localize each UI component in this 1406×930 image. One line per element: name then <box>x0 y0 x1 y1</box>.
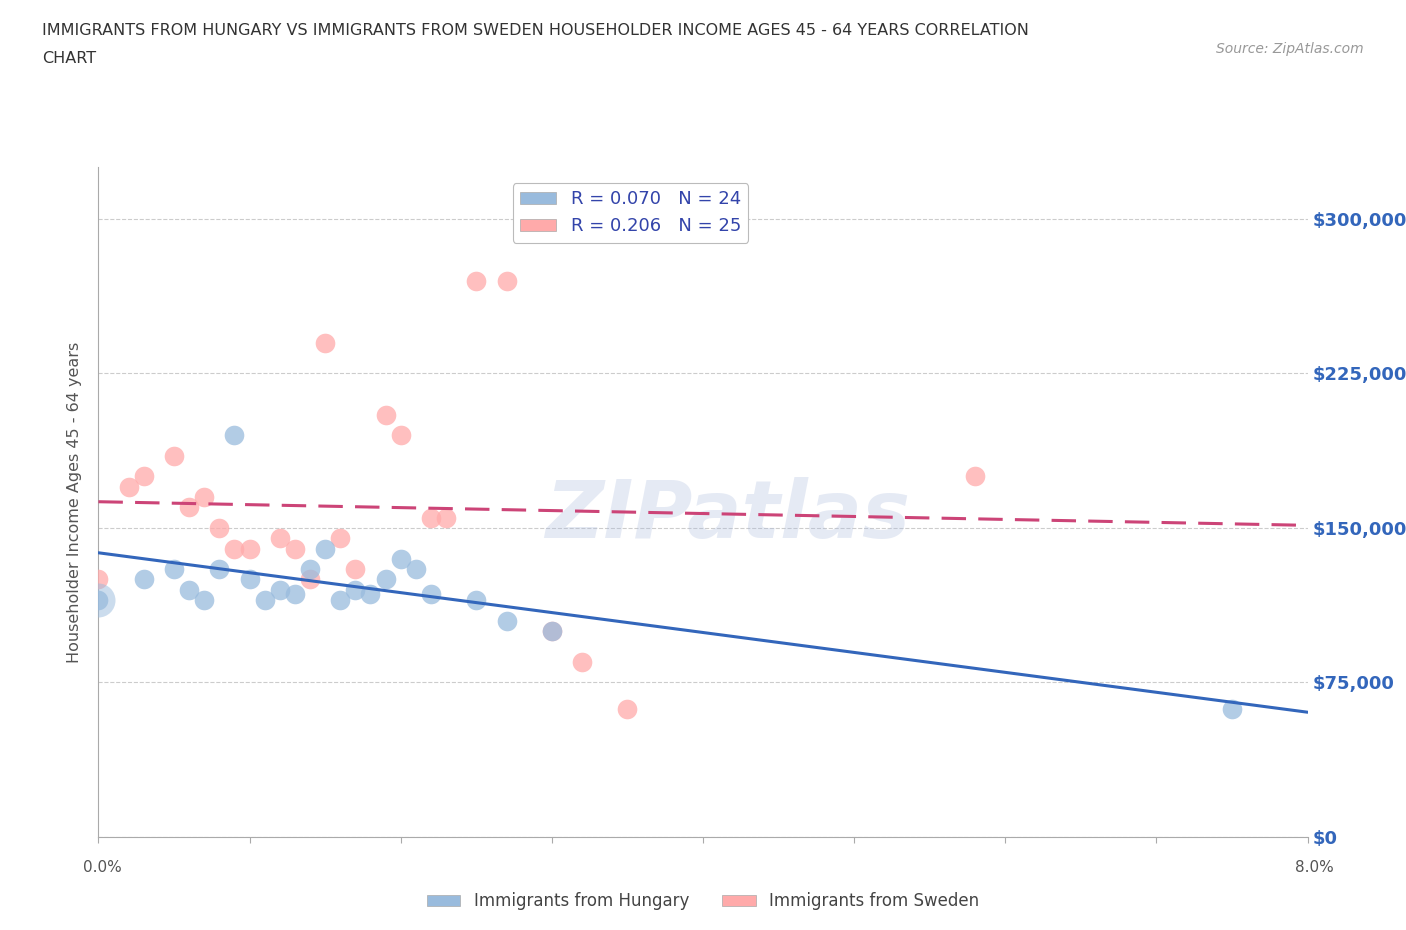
Text: Source: ZipAtlas.com: Source: ZipAtlas.com <box>1216 42 1364 56</box>
Point <box>87 592 110 607</box>
Point <box>163 562 186 577</box>
Text: 8.0%: 8.0% <box>1295 860 1334 875</box>
Text: 0.0%: 0.0% <box>83 860 122 875</box>
Point <box>269 531 291 546</box>
Point <box>420 587 443 602</box>
Point <box>87 572 110 587</box>
Text: IMMIGRANTS FROM HUNGARY VS IMMIGRANTS FROM SWEDEN HOUSEHOLDER INCOME AGES 45 - 6: IMMIGRANTS FROM HUNGARY VS IMMIGRANTS FR… <box>42 23 1029 38</box>
Legend: R = 0.070   N = 24, R = 0.206   N = 25: R = 0.070 N = 24, R = 0.206 N = 25 <box>513 183 748 243</box>
Point <box>193 592 215 607</box>
Point <box>179 500 201 515</box>
Point <box>239 541 262 556</box>
Point <box>284 587 307 602</box>
Point <box>284 541 307 556</box>
Point <box>299 562 322 577</box>
Point <box>329 531 352 546</box>
Point <box>239 572 262 587</box>
Point <box>374 572 396 587</box>
Point <box>495 273 517 288</box>
Point <box>616 702 638 717</box>
Point <box>224 428 246 443</box>
Point <box>1220 702 1243 717</box>
Legend: Immigrants from Hungary, Immigrants from Sweden: Immigrants from Hungary, Immigrants from… <box>420 885 986 917</box>
Point <box>465 592 488 607</box>
Point <box>344 582 367 597</box>
Point <box>208 562 231 577</box>
Point <box>132 469 155 484</box>
Point <box>193 489 215 504</box>
Point <box>329 592 352 607</box>
Point <box>405 562 427 577</box>
Point <box>420 511 443 525</box>
Point <box>389 551 412 566</box>
Point <box>965 469 987 484</box>
Point <box>224 541 246 556</box>
Point <box>360 587 382 602</box>
Point <box>389 428 412 443</box>
Point <box>344 562 367 577</box>
Point <box>374 407 396 422</box>
Point <box>269 582 291 597</box>
Point <box>541 623 564 638</box>
Point <box>163 448 186 463</box>
Point <box>179 582 201 597</box>
Point <box>434 511 457 525</box>
Point <box>208 521 231 536</box>
Text: ZIPatlas: ZIPatlas <box>544 476 910 554</box>
Point <box>299 572 322 587</box>
Point <box>571 655 593 670</box>
Point <box>495 613 517 628</box>
Y-axis label: Householder Income Ages 45 - 64 years: Householder Income Ages 45 - 64 years <box>67 341 83 663</box>
Point <box>132 572 155 587</box>
Point <box>541 623 564 638</box>
Text: CHART: CHART <box>42 51 96 66</box>
Point <box>314 335 336 350</box>
Point <box>253 592 276 607</box>
Point <box>118 479 141 494</box>
Point <box>87 592 110 607</box>
Point <box>465 273 488 288</box>
Point <box>314 541 336 556</box>
